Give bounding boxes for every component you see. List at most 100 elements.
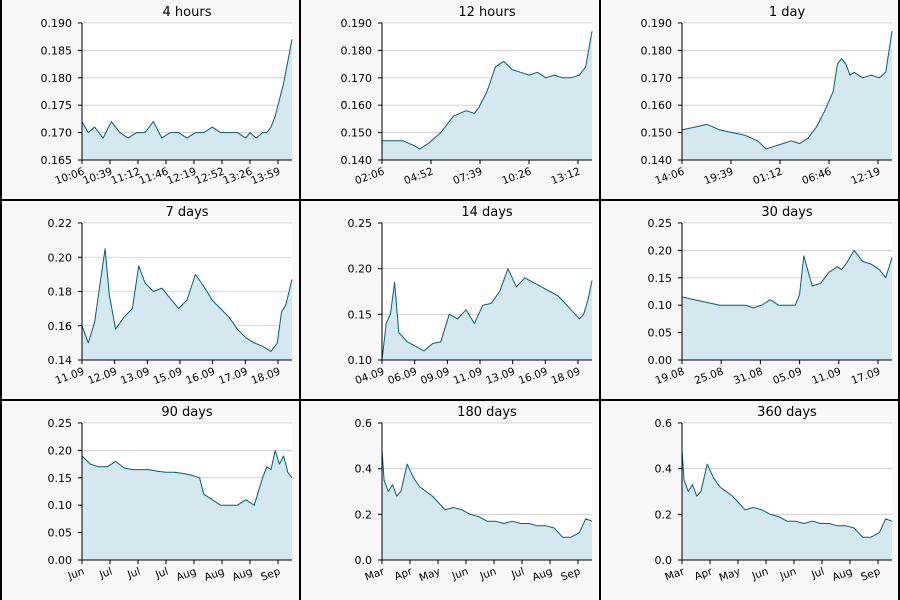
chart-panel-360d: 360 days 0.0 0.2 0.4 0.6 Mar Apr May Jun Jun Jul Au… [600,400,900,600]
series-line [81,39,293,139]
y-tick-label: 0.20 [648,244,673,257]
y-tick-label: 0.20 [48,251,73,264]
chart-svg: 180 days 0.0 0.2 0.4 0.6 Mar Apr May Jun Jun Jul Au… [355,405,593,585]
series-area [382,268,592,360]
y-tick-label: 0.175 [41,99,73,112]
series-area [82,248,292,360]
x-tick-label: 31.08 [732,366,764,388]
chart-panel-7d: 7 days 0.14 0.16 0.18 0.20 0.22 11.09 12.09 13.0… [0,200,300,400]
y-tick-label: 0.20 [348,263,373,276]
chart-panel-14d: 14 days 0.10 0.15 0.20 0.25 04.09 06.09 09.09 11… [300,200,600,400]
chart-svg: 12 hours 0.140 0.150 0.160 0.170 0.180 0.190 02… [341,5,593,188]
y-tick-label: 0.165 [41,154,73,167]
x-tick-label: 12:19 [849,166,882,188]
x-tick-label: 19.08 [654,366,686,388]
x-tick-label: 02:06 [353,165,386,187]
y-tick-label: 0.140 [641,154,673,167]
y-tick-label: 0.10 [348,354,373,367]
chart-title: 90 days [161,405,213,420]
y-tick-label: 0.6 [355,417,373,430]
series-line [81,449,293,506]
x-tick-label: 16.09 [517,366,549,388]
x-tick-label: 13:59 [249,166,282,188]
x-tick-label: 01:12 [751,166,784,188]
x-tick-label: Sep [559,565,582,583]
x-tick-label: 05.09 [771,366,803,388]
chart-panel-1d: 1 day 0.140 0.150 0.160 0.170 0.180 0.190 14:06… [600,0,900,200]
series-line [681,31,893,150]
divider-h1 [0,199,900,201]
y-tick-label: 0.0 [355,554,373,567]
chart-panel-30d: 30 days 0.00 0.05 0.10 0.15 0.20 0.25 19.08 25.0… [600,200,900,400]
divider-v1 [299,0,301,600]
y-tick-label: 0.10 [648,299,673,312]
x-tick-label: Sep [859,565,882,583]
x-tick-label: Jun [66,566,86,583]
y-tick-label: 0.140 [341,154,373,167]
y-tick-label: 0.6 [655,417,673,430]
x-tick-label: Apr [393,565,415,583]
y-tick-label: 0.00 [648,354,673,367]
y-tick-label: 0.25 [648,217,673,230]
y-tick-label: 0.180 [341,44,373,57]
chart-title: 180 days [457,405,517,420]
x-tick-label: 17.09 [850,366,882,388]
chart-svg: 14 days 0.10 0.15 0.20 0.25 04.09 06.09 09.09 11… [348,205,593,388]
series-area [382,31,592,161]
chart-title: 4 hours [163,5,212,20]
x-tick-label: 07:39 [451,166,484,188]
x-tick-label: May [418,566,443,585]
x-tick-label: Aug [175,566,198,584]
chart-svg: 7 days 0.14 0.16 0.18 0.20 0.22 11.09 12.09 13.0… [48,205,293,388]
chart-title: 12 hours [458,5,515,20]
y-tick-label: 0.25 [48,417,73,430]
x-tick-label: Jul [97,566,114,582]
x-tick-label: Aug [831,566,854,584]
chart-svg: 360 days 0.0 0.2 0.4 0.6 Mar Apr May Jun Jun Jul Au… [655,405,893,585]
x-tick-label: 11.09 [452,366,484,388]
x-tick-label: 13.09 [119,366,151,388]
y-tick-label: 0.150 [641,127,673,140]
y-tick-label: 0.22 [48,217,73,230]
y-tick-label: 0.190 [41,17,73,30]
chart-svg: 90 days 0.00 0.05 0.10 0.15 0.20 0.25 Jun Jul Jul… [48,405,293,584]
y-tick-label: 0.170 [41,127,73,140]
series-line [381,268,593,361]
chart-title: 14 days [461,205,513,220]
chart-panel-90d: 90 days 0.00 0.05 0.10 0.15 0.20 0.25 Jun Jul Jul… [0,400,300,600]
chart-svg: 1 day 0.140 0.150 0.160 0.170 0.180 0.190 14:06… [641,5,893,188]
y-tick-label: 0.2 [355,508,373,521]
y-tick-label: 0.15 [48,472,73,485]
y-tick-label: 0.190 [341,17,373,30]
chart-panel-4h: 4 hours 0.165 0.170 0.175 0.180 0.185 0.190 10:… [0,0,300,200]
x-tick-label: Sep [259,565,282,583]
x-tick-label: 06:46 [800,165,833,187]
divider-v2 [599,0,601,600]
y-tick-label: 0.170 [341,72,373,85]
y-tick-label: 0.15 [348,308,373,321]
series-area [382,450,592,560]
x-tick-label: Mar [663,565,686,583]
series-line [681,450,893,538]
x-tick-label: Aug [231,566,254,584]
x-tick-label: Jun [750,566,770,583]
chart-panel-180d: 180 days 0.0 0.2 0.4 0.6 Mar Apr May Jun Jun Jul Au… [300,400,600,600]
y-tick-label: 0.170 [641,72,673,85]
divider-h2 [0,399,900,401]
x-tick-label: 11.09 [54,366,86,388]
x-tick-label: Jun [778,566,798,583]
x-tick-label: Jun [478,566,498,583]
x-tick-label: 18.09 [250,366,282,388]
chart-title: 30 days [761,205,813,220]
x-tick-label: May [718,566,743,585]
y-tick-label: 0.4 [355,463,373,476]
x-tick-label: 12.09 [86,366,118,388]
x-tick-label: 13:12 [549,166,582,188]
x-tick-label: 17.09 [217,366,249,388]
divider-left [0,0,2,600]
x-tick-label: Aug [203,566,226,584]
x-tick-label: 09.09 [419,366,451,388]
divider-right [898,0,900,600]
y-tick-label: 0.2 [655,508,673,521]
